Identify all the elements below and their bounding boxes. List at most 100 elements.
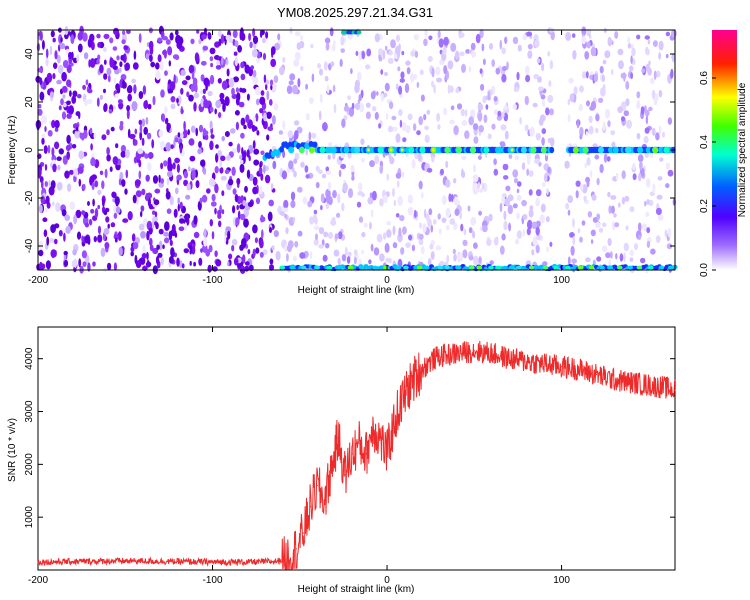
- lower-band-node: [289, 265, 296, 270]
- spectrogram-noise-dot: [262, 52, 267, 61]
- spectrogram-noise-dot: [524, 95, 529, 106]
- spectrogram-noise-dot: [650, 77, 655, 85]
- spectrogram-noise-dot: [547, 166, 551, 174]
- spectrogram-noise-dot: [603, 153, 608, 163]
- spectrogram-noise-dot: [427, 218, 432, 228]
- spectrogram-noise-dot: [452, 248, 456, 255]
- spectrogram-noise-dot: [256, 130, 260, 136]
- spectrogram-noise-dot: [259, 108, 264, 114]
- spectrogram-noise-dot: [607, 36, 612, 47]
- spectrogram-noise-dot: [305, 83, 308, 90]
- spectrogram-noise-dot: [640, 257, 646, 264]
- spectrogram-noise-dot: [472, 123, 479, 131]
- spectrogram-noise-dot: [240, 132, 245, 139]
- spectrogram-noise-dot: [214, 108, 217, 115]
- spectrogram-noise-dot: [598, 227, 604, 233]
- spectrogram-noise-dot: [505, 185, 511, 192]
- spectrogram-noise-dot: [501, 233, 506, 241]
- spectrogram-noise-dot: [234, 56, 238, 67]
- spectrogram-noise-dot: [535, 197, 540, 207]
- spectrogram-noise-dot: [290, 200, 296, 209]
- spectrogram-noise-dot: [531, 221, 538, 230]
- spectrogram-noise-dot: [189, 260, 192, 266]
- spectrogram-noise-dot: [332, 84, 336, 93]
- spectrogram-noise-dot: [118, 178, 122, 186]
- spectrogram-noise-dot: [501, 111, 505, 119]
- spectrogram-noise-dot: [340, 35, 345, 46]
- spectrogram-noise-dot: [390, 39, 396, 49]
- spectrogram-noise-dot: [585, 257, 591, 263]
- spectrogram-noise-dot: [167, 46, 173, 56]
- spectrogram-noise-dot: [66, 113, 72, 119]
- spectrogram-noise-dot: [214, 183, 219, 194]
- spectrogram-noise-dot: [129, 133, 135, 140]
- spectrogram-noise-dot: [341, 118, 346, 128]
- spectrogram-noise-dot: [141, 118, 146, 127]
- spectrogram-noise-dot: [575, 180, 581, 187]
- spectrogram-noise-dot: [535, 189, 542, 197]
- spectrogram-noise-dot: [325, 42, 330, 51]
- spectrogram-noise-dot: [508, 222, 512, 232]
- spectrogram-noise-dot: [214, 166, 219, 174]
- spectrogram-noise-dot: [255, 98, 260, 106]
- spectrogram-noise-dot: [270, 58, 277, 68]
- snr-data-point: [412, 379, 414, 381]
- spectrogram-noise-dot: [380, 69, 384, 75]
- spectrogram-noise-dot: [503, 105, 508, 111]
- spectrogram-noise-dot: [132, 242, 139, 250]
- spectrogram-noise-dot: [631, 47, 636, 57]
- spectrogram-noise-dot: [325, 166, 330, 172]
- spectrogram-noise-dot: [160, 89, 165, 98]
- spectrogram-noise-dot: [234, 110, 240, 116]
- spectrogram-xtick-label: 0: [384, 275, 390, 286]
- spectrogram-noise-dot: [152, 247, 159, 255]
- spectrogram-noise-dot: [70, 34, 75, 45]
- spectrogram-noise-dot: [233, 51, 238, 56]
- spectrogram-noise-dot: [366, 48, 372, 57]
- carrier-line-node: [625, 146, 632, 154]
- spectrogram-noise-dot: [392, 187, 395, 197]
- spectrogram-noise-dot: [97, 234, 103, 243]
- spectrogram-noise-dot: [471, 50, 476, 58]
- spectrogram-noise-dot: [602, 84, 606, 91]
- spectrogram-noise-dot: [175, 29, 179, 36]
- spectrogram-noise-dot: [522, 34, 527, 41]
- spectrogram-noise-dot: [197, 148, 202, 155]
- spectrogram-noise-dot: [180, 108, 184, 114]
- spectrogram-noise-dot: [274, 42, 281, 51]
- spectrogram-noise-dot: [397, 196, 403, 206]
- spectrogram-noise-dot: [163, 160, 168, 167]
- spectrogram-noise-dot: [624, 195, 630, 202]
- spectrogram-noise-dot: [638, 234, 641, 240]
- spectrogram-noise-dot: [478, 125, 485, 133]
- spectrogram-noise-dot: [167, 170, 173, 178]
- spectrogram-noise-dot: [219, 159, 222, 169]
- spectrogram-noise-dot: [215, 259, 222, 267]
- spectrogram-noise-dot: [109, 166, 113, 172]
- spectrogram-noise-dot: [102, 198, 105, 207]
- spectrogram-noise-dot: [127, 93, 132, 102]
- spectrogram-noise-dot: [601, 222, 607, 228]
- spectrogram-noise-dot: [200, 159, 206, 167]
- spectrogram-noise-dot: [478, 210, 482, 216]
- spectrogram-noise-dot: [526, 227, 531, 236]
- spectrogram-noise-dot: [90, 143, 93, 151]
- spectrogram-noise-dot: [193, 92, 200, 99]
- spectrogram-noise-dot: [291, 192, 296, 198]
- spectrogram-noise-dot: [323, 231, 329, 238]
- spectrogram-noise-dot: [393, 199, 396, 207]
- spectrogram-noise-dot: [84, 98, 88, 107]
- spectrogram-noise-dot: [567, 195, 573, 204]
- spectrogram-noise-dot: [200, 74, 205, 82]
- snr-data-point: [421, 368, 423, 370]
- spectrogram-noise-dot: [141, 137, 145, 146]
- spectrogram-noise-dot: [539, 114, 546, 122]
- snr-data-point: [309, 506, 311, 508]
- spectrogram-noise-dot: [209, 56, 214, 62]
- spectrogram-noise-dot: [331, 44, 336, 52]
- spectrogram-noise-dot: [641, 68, 646, 73]
- lower-band-node: [616, 265, 623, 270]
- spectrogram-noise-dot: [121, 39, 126, 45]
- lower-band-node: [326, 265, 333, 270]
- spectrogram-noise-dot: [50, 30, 55, 38]
